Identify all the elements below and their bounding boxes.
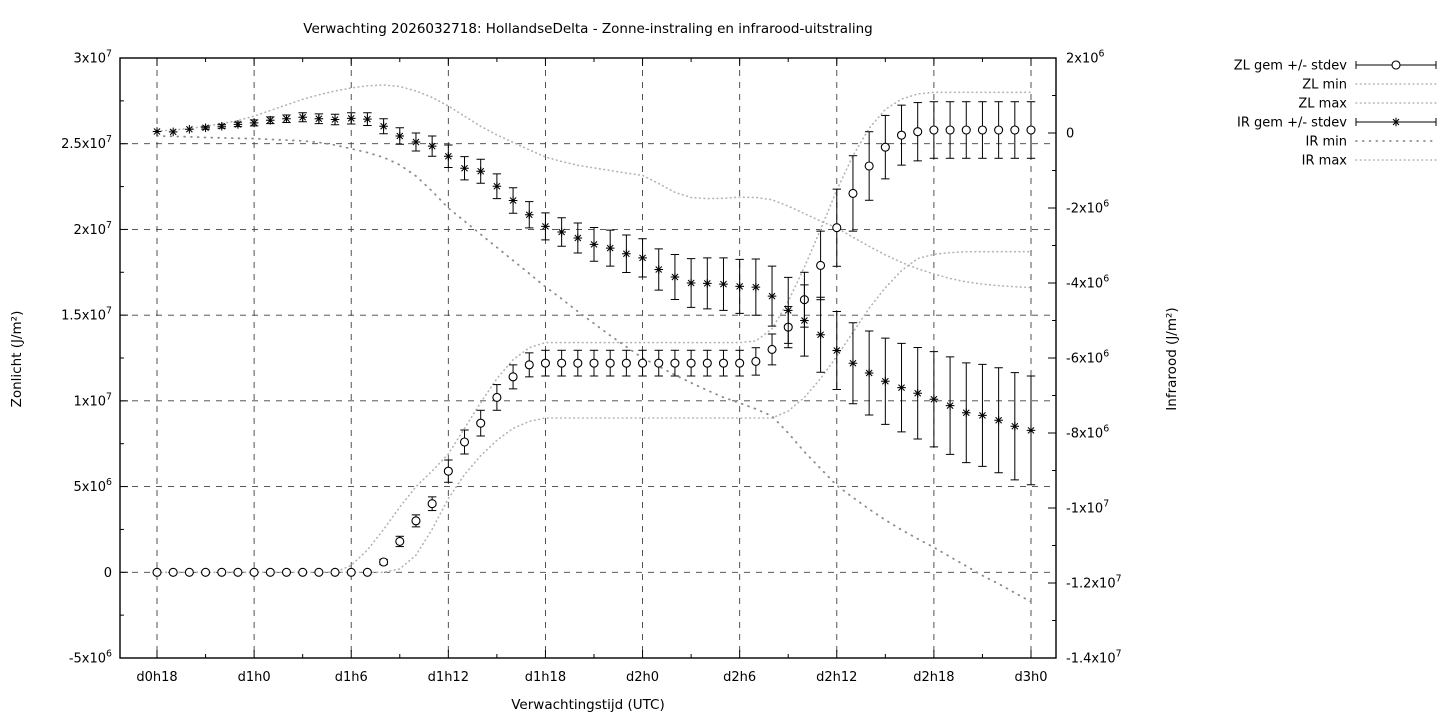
x-tick-label: d2h18 <box>913 670 954 685</box>
y-left-tick-label: 0 <box>104 566 112 581</box>
legend-entry-zl-gem-stdev: ZL gem +/- stdev <box>1234 59 1437 74</box>
legend-entry-ir-max: IR max <box>1302 154 1437 169</box>
legend-entry-ir-gem-stdev: IR gem +/- stdev <box>1237 116 1437 131</box>
legend-label: ZL min <box>1302 78 1347 93</box>
x-tick-label: d1h6 <box>335 670 368 685</box>
y-right-tick-labels: 2x106 0 -2x106 -4x106 -6x106 -8x106 -1x107 -1.2… <box>1066 49 1122 667</box>
plot-border <box>119 57 1057 659</box>
series-zl-min <box>156 250 1032 574</box>
x-tick-label: d3h0 <box>1014 670 1047 685</box>
y-right-tick-label: -1x107 <box>1066 499 1109 517</box>
x-tick-label: d2h12 <box>816 670 857 685</box>
x-tick-label: d2h6 <box>723 670 756 685</box>
legend-entry-zl-min: ZL min <box>1302 78 1437 93</box>
y-left-tick-label: 2.5x107 <box>61 134 112 152</box>
y-right-tick-label: -8x106 <box>1066 424 1109 442</box>
y-right-tick-label: -6x106 <box>1066 349 1109 367</box>
series-ir-gem-stdev <box>152 112 1036 486</box>
series-ir-max <box>156 84 1032 289</box>
gridlines <box>120 58 1056 658</box>
y-left-tick-label: 2x107 <box>74 220 113 238</box>
x-tick-label: d1h12 <box>428 670 469 685</box>
x-axis-title: Verwachtingstijd (UTC) <box>511 697 665 713</box>
y-left-tick-label: 1x107 <box>74 391 113 409</box>
y-left-tick-labels: 3x107 2.5x107 2x107 1.5x107 1x107 5x106 0 -5x10… <box>61 49 112 667</box>
x-tick-label: d1h18 <box>525 670 566 685</box>
series-zl-max <box>156 91 1032 574</box>
legend: ZL gem +/- stdev ZL min ZL max IR gem +/- s… <box>1234 59 1437 169</box>
y-right-tick-label: -1.4x107 <box>1066 649 1122 667</box>
legend-entry-zl-max: ZL max <box>1298 97 1437 112</box>
y-left-tick-label: -5x106 <box>69 649 112 667</box>
legend-label: IR max <box>1302 154 1348 169</box>
y-right-tick-label: -1.2x107 <box>1066 574 1122 592</box>
axis-ticks <box>120 57 1056 659</box>
y-axis-title-left: Zonlicht (J/m²) <box>9 310 25 408</box>
legend-label: ZL gem +/- stdev <box>1234 59 1348 74</box>
y-right-tick-label: -4x106 <box>1066 274 1109 292</box>
legend-entry-ir-min: IR min <box>1305 135 1437 150</box>
y-right-tick-label: 0 <box>1066 127 1074 142</box>
x-tick-label: d0h18 <box>136 670 177 685</box>
series-zl-gem-stdev <box>152 101 1036 577</box>
y-axis-title-right: Infrarood (J/m²) <box>1164 307 1180 411</box>
y-right-tick-label: 2x106 <box>1066 49 1105 67</box>
x-tick-label: d1h0 <box>238 670 271 685</box>
y-left-tick-label: 3x107 <box>74 49 113 67</box>
legend-label: IR gem +/- stdev <box>1237 116 1347 131</box>
x-tick-labels: d0h18 d1h0 d1h6 d1h12 d1h18 d2h0 d2h6 d2h12 d2h1… <box>136 670 1047 685</box>
y-left-tick-label: 1.5x107 <box>61 306 112 324</box>
legend-label: ZL max <box>1298 97 1347 112</box>
y-right-tick-label: -2x106 <box>1066 199 1109 217</box>
y-left-tick-label: 5x106 <box>74 477 113 495</box>
legend-label: IR min <box>1305 135 1347 150</box>
series-ir-min <box>156 135 1032 603</box>
x-tick-label: d2h0 <box>626 670 659 685</box>
chart-title: Verwachting 2026032718: HollandseDelta -… <box>303 21 873 37</box>
